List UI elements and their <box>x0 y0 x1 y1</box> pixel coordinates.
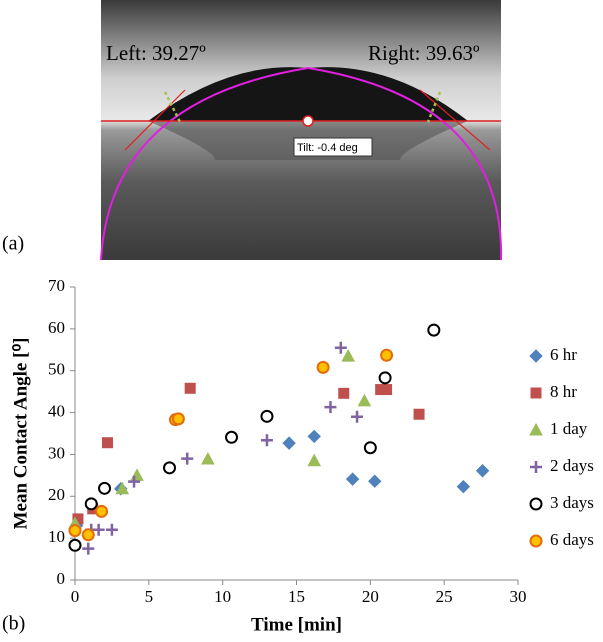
point <box>282 436 296 450</box>
y-tick-label: 30 <box>48 443 65 462</box>
point <box>68 538 82 552</box>
point <box>171 412 185 426</box>
point <box>68 524 82 538</box>
point <box>81 528 95 542</box>
legend-marker <box>530 387 542 399</box>
point <box>105 523 118 536</box>
point <box>338 387 350 399</box>
point <box>363 441 377 455</box>
point <box>115 481 130 495</box>
droplet-photo <box>100 0 503 261</box>
x-tick-label: 5 <box>145 587 154 606</box>
legend-marker <box>529 422 543 436</box>
legend-marker <box>530 461 542 473</box>
point <box>351 410 364 423</box>
point <box>357 393 372 407</box>
legend-label: 6 days <box>550 530 594 549</box>
y-axis-title: Mean Contact Angle [⁰] <box>10 338 31 530</box>
legend-marker <box>529 349 543 363</box>
point <box>128 475 141 488</box>
legend-marker <box>529 497 543 511</box>
y-tick-label: 40 <box>48 401 65 420</box>
point <box>98 481 112 495</box>
x-tick-label: 20 <box>362 587 379 606</box>
point <box>260 434 273 447</box>
point <box>307 429 321 444</box>
legend-label: 1 day <box>550 419 588 438</box>
x-tick-label: 0 <box>71 587 80 606</box>
y-tick-label: 0 <box>57 569 66 588</box>
point <box>181 452 194 465</box>
legend-label: 6 hr <box>550 345 577 364</box>
x-axis-title: Time [min] <box>251 614 342 635</box>
panel-label: (a) <box>2 233 24 255</box>
point <box>345 472 360 486</box>
point <box>427 323 441 337</box>
legend-label: 3 days <box>550 493 594 512</box>
point <box>381 384 393 396</box>
legend-label: 2 days <box>550 456 594 475</box>
point <box>184 382 196 394</box>
point <box>475 464 490 478</box>
point <box>334 341 347 354</box>
x-tick-label: 25 <box>436 587 453 606</box>
point <box>341 349 356 362</box>
x-tick-label: 15 <box>288 587 305 606</box>
point <box>82 542 95 555</box>
y-tick-label: 50 <box>48 360 65 379</box>
plot: 0 10 20 30 40 50 60 70 0 5 10 15 20 25 30 Time [min] Mea… <box>10 276 594 635</box>
point <box>378 371 392 385</box>
point <box>84 497 98 511</box>
point <box>92 523 105 536</box>
point <box>260 409 274 423</box>
left-angle: Left: 39.27º <box>106 41 206 65</box>
legend-label: 8 hr <box>550 382 577 401</box>
point <box>201 451 215 465</box>
x-tick-label: 10 <box>214 587 231 606</box>
point <box>324 401 337 414</box>
point <box>380 348 394 362</box>
point <box>101 437 113 449</box>
legend-marker <box>529 534 543 548</box>
y-tick-label: 20 <box>48 485 65 504</box>
x-tick-label: 30 <box>510 587 527 606</box>
point <box>307 453 322 467</box>
tilt-label: Tilt: -0.4 deg <box>297 142 358 154</box>
panel-label: (b) <box>2 613 25 635</box>
point <box>368 474 382 488</box>
y-tick-label: 60 <box>48 318 65 337</box>
right-angle: Right: 39.63º <box>368 41 480 65</box>
point <box>456 479 471 494</box>
y-tick-label: 70 <box>48 276 65 295</box>
y-tick-label: 10 <box>48 527 65 546</box>
point <box>413 408 425 420</box>
point <box>225 430 239 444</box>
point <box>163 461 177 475</box>
point <box>316 360 330 374</box>
point <box>95 504 109 518</box>
